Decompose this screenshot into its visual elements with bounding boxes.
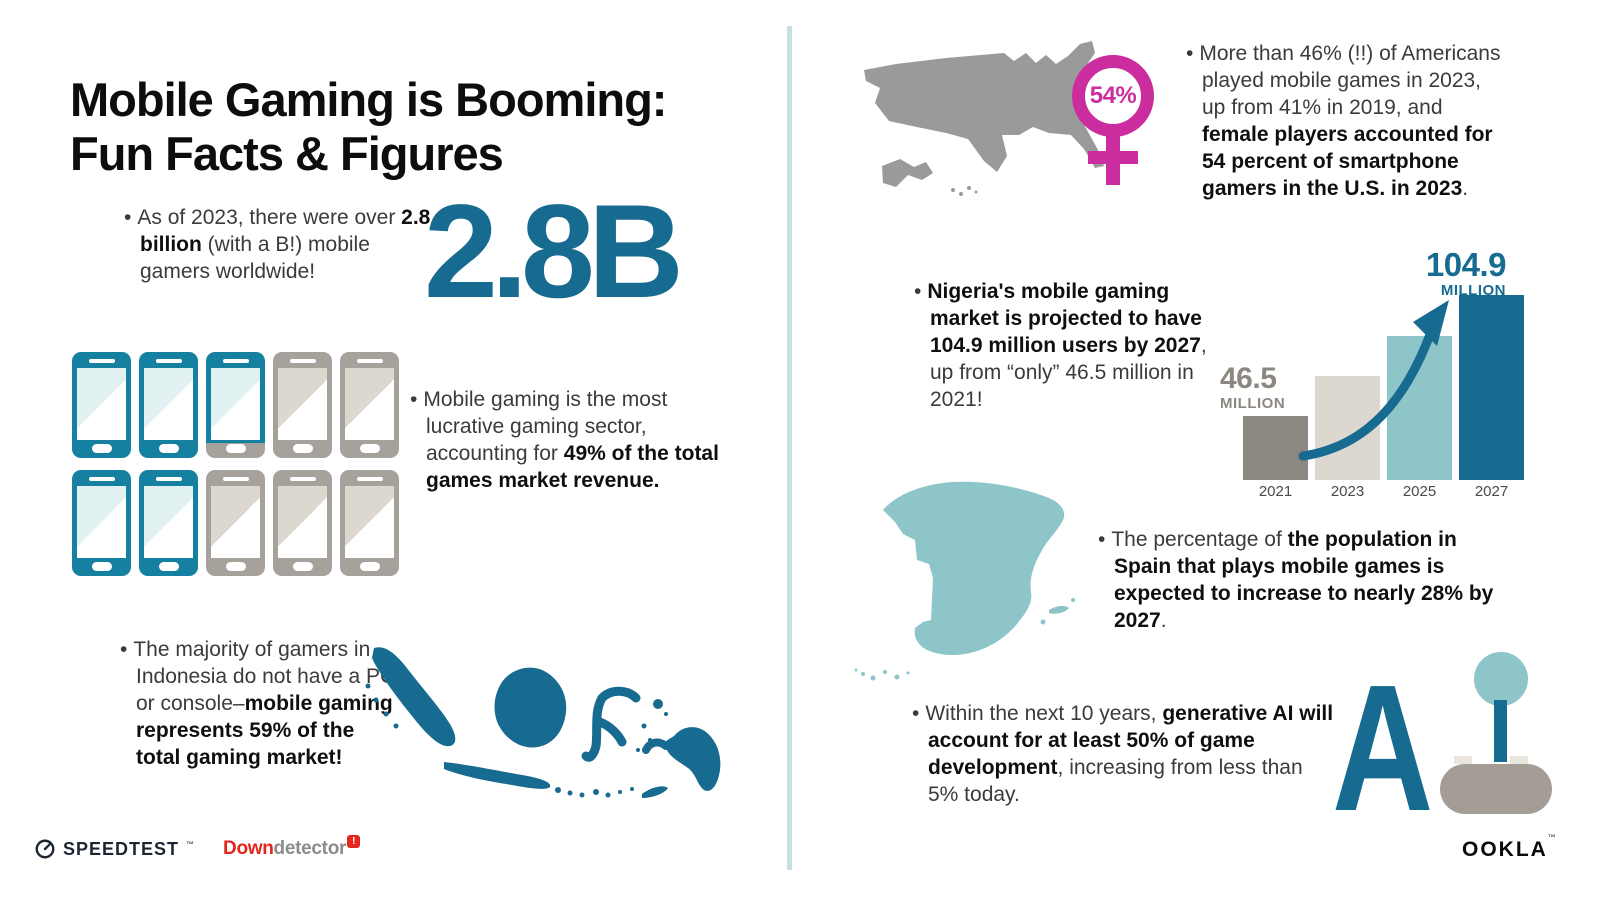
phone-icon [273,470,332,576]
fact-text: Within the next 10 years, [925,702,1163,725]
fact-text: . [1462,177,1469,201]
bullet: • [124,206,132,229]
ai-letter-a: A [1332,648,1434,849]
phone-icon [72,352,131,458]
bullet: • [120,638,128,661]
phone-icon [273,352,332,458]
fact-text-bold: generative AI will account for at least … [928,702,1334,780]
trademark-mark: ™ [1547,833,1558,842]
fact-text-bold: mobile gaming represents 59% of the tota… [136,692,393,770]
footer-logos: SPEEDTEST ™ Downdetector! [34,835,361,860]
speedtest-gauge-icon [35,839,55,859]
page-title: Mobile Gaming is Booming: Fun Facts & Fi… [70,73,667,180]
fact-text: The majority of gamers in Indonesia do n… [133,638,396,716]
downdetector-logo: Downdetector! [223,835,361,860]
axis-label-2021: 2021 [1258,483,1293,500]
fact-text-bold: female players accounted for 54 percent … [1202,123,1493,201]
chart-start-unit: MILLION [1220,395,1286,412]
fact-indonesia: • The majority of gamers in Indonesia do … [120,636,401,771]
axis-label-2027: 2027 [1474,483,1509,500]
speedtest-wordmark: SPEEDTEST [63,838,180,859]
fact-text-bold: the population in Spain that plays mobil… [1114,528,1494,633]
downdetector-word-detector: detector [273,838,347,859]
fact-text: More than 46% (!!) of Americans played m… [1199,42,1501,120]
female-share-badge: 54% [1072,55,1154,137]
chart-end-unit: MILLION [1440,282,1506,299]
ai-joystick-graphic: A [1332,648,1558,849]
fact-text: . [1160,609,1167,633]
bullet: • [912,702,920,725]
fact-text-bold: 2.8 billion [140,206,431,257]
chart-start-value: 46.5 [1220,362,1277,395]
fact-usa: • More than 46% (!!) of Americans played … [1186,40,1502,202]
fact-text: (with a B!) mobile gamers worldwide! [140,233,370,284]
joystick-button [1510,756,1528,764]
title-line1: Mobile Gaming is Booming: [70,73,667,127]
center-divider [787,26,792,870]
phone-icon [206,352,265,458]
phone-icon [340,470,399,576]
fact-revenue: • Mobile gaming is the most lucrative gam… [410,386,741,494]
speedtest-logo: SPEEDTEST ™ [34,838,195,860]
bullet: • [1186,42,1194,65]
phone-icon [139,352,198,458]
female-symbol-crossbar [1088,151,1138,164]
phone-icon [72,470,131,576]
fact-text: , up from “only” 46.5 million in 2021! [930,334,1207,412]
joystick-stem [1494,700,1507,762]
bullet: • [914,280,922,303]
spain-map-icon [854,481,1075,681]
chart-start-label: 46.5 MILLION [1220,362,1286,412]
fact-nigeria: • Nigeria's mobile gaming market is proje… [914,278,1210,413]
trademark-mark: ™ [186,840,196,849]
bullet: • [1098,528,1106,551]
fact-worldwide: • As of 2023, there were over 2.8 billion… [124,204,440,285]
phone-icon [340,352,399,458]
bar-2027 [1459,295,1524,480]
usa-map-icon [864,41,1104,196]
fact-text: As of 2023, there were over [137,206,402,229]
phone-grid [72,352,399,576]
title-line2: Fun Facts & Figures [70,126,504,180]
joystick-button [1454,756,1472,764]
ookla-logo: OOKLA™ [1462,834,1558,862]
nigeria-users-bar-chart: 46.5 MILLION 104.9 MILLION 2021 2023 202… [1220,248,1532,500]
fact-spain: • The percentage of the population in Spa… [1098,526,1509,634]
ookla-wordmark: OOKLA [1462,838,1548,861]
indonesia-map-icon [365,647,721,798]
axis-label-2025: 2025 [1402,483,1437,500]
female-symbol-icon: 54% [1072,55,1154,190]
fact-ai: • Within the next 10 years, generative AI… [912,700,1338,808]
downdetector-alert-icon: ! [347,835,361,848]
fact-text: Mobile gaming is the most lucrative gami… [423,388,668,466]
bar-2021 [1243,416,1308,480]
phone-icon [139,470,198,576]
fact-text: The percentage of [1111,528,1288,551]
fact-text: , increasing from less than 5% today. [928,756,1303,807]
chart-end-label: 104.9 MILLION [1425,246,1507,299]
growth-arrow-icon [1298,300,1449,461]
axis-label-2023: 2023 [1330,483,1365,500]
chart-end-value: 104.9 [1425,246,1507,283]
phone-icon [206,470,265,576]
joystick-base [1440,764,1552,814]
fact-text-bold: 49% of the total games market revenue. [426,442,719,493]
big-stat-2-8b: 2.8B [424,178,684,326]
fact-text-bold: Nigeria's mobile gaming market is projec… [927,280,1202,358]
downdetector-word-down: Down [223,838,274,859]
bullet: • [410,388,418,411]
female-share-value: 54% [1089,82,1137,109]
joystick-ball [1474,652,1528,706]
